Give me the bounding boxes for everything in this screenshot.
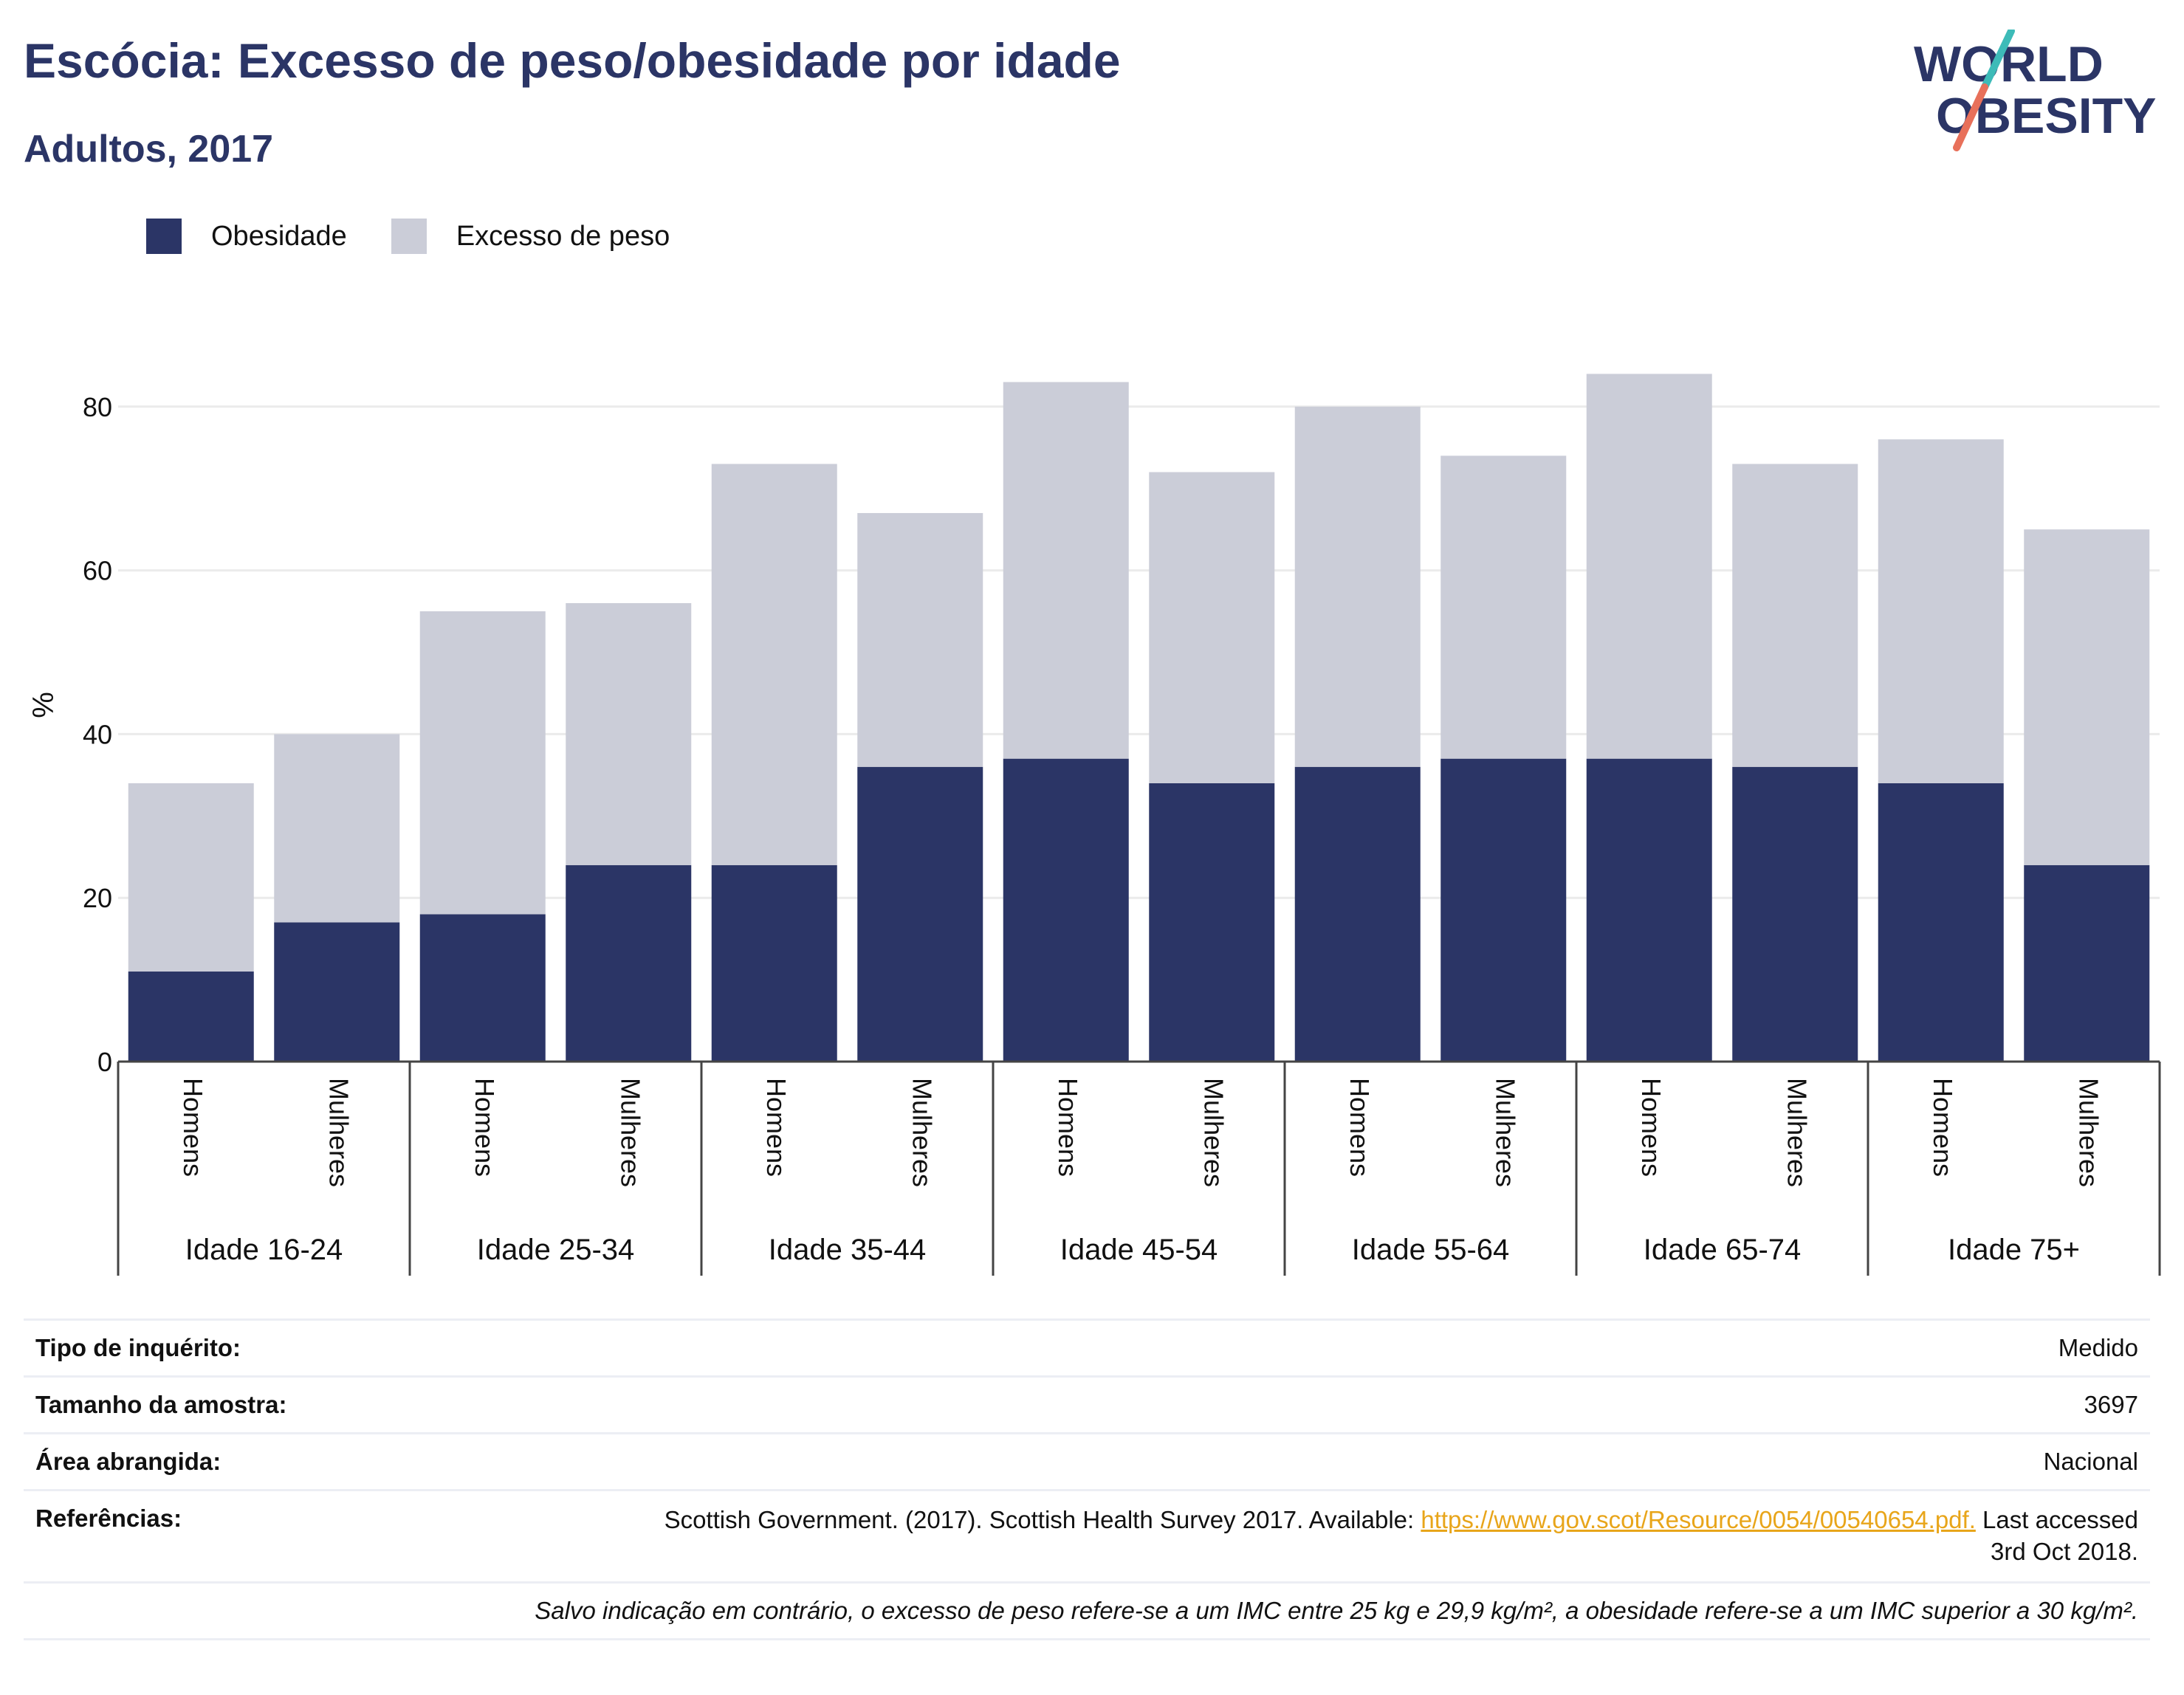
x-category-label: Mulheres	[1491, 1078, 1521, 1187]
x-category-label: Mulheres	[1782, 1078, 1813, 1187]
x-category-label: Homens	[1345, 1078, 1375, 1177]
logo-slash-teal	[1981, 30, 2015, 91]
bar-obesity	[1878, 783, 2004, 1062]
bar-chart: 0 20 40 60 80% Homens Mulheres Homens Mulheres Ho…	[27, 374, 2161, 1276]
legend-swatch-overweight	[391, 219, 427, 254]
x-group-label: Idade 55-64	[1352, 1234, 1510, 1266]
survey-type-label: Tipo de inquérito:	[35, 1334, 241, 1361]
info-row-sample-size: Tamanho da amostra: 3697	[24, 1375, 2150, 1432]
y-tick-label: 60	[83, 556, 112, 586]
logo-slash-coral	[1953, 83, 1988, 151]
chart-legend: Obesidade Excesso de peso	[146, 219, 714, 254]
area-value: Nacional	[2043, 1448, 2138, 1475]
logo-line-world: WORLD	[1914, 36, 2104, 92]
bar-overweight	[1586, 374, 1712, 759]
x-category-label: Homens	[1636, 1078, 1666, 1177]
bar-obesity	[1732, 766, 1858, 1062]
info-row-references: Referências: Scottish Government. (2017)…	[24, 1489, 2150, 1581]
x-category-label: Mulheres	[616, 1078, 646, 1187]
bar-overweight	[1294, 406, 1421, 767]
bar-obesity	[1440, 758, 1567, 1062]
bar-overweight	[1440, 455, 1567, 759]
bar-obesity	[1003, 758, 1129, 1062]
world-obesity-logo: WORLD OBESITY	[1914, 30, 2157, 151]
legend-label-overweight: Excesso de peso	[456, 220, 670, 252]
sample-size-value: 3697	[2084, 1391, 2138, 1418]
y-tick-label: 40	[83, 719, 112, 749]
bar-obesity	[2024, 864, 2150, 1062]
x-category-label: Mulheres	[1199, 1078, 1229, 1187]
y-axis-label: %	[27, 692, 60, 718]
x-category-label: Mulheres	[324, 1078, 354, 1187]
references-value: Scottish Government. (2017). Scottish He…	[662, 1505, 2138, 1568]
x-category-label: Homens	[470, 1078, 500, 1177]
x-category-label: Homens	[1053, 1078, 1083, 1177]
x-category-label: Homens	[1928, 1078, 1958, 1177]
bar-overweight	[2024, 529, 2150, 865]
sample-size-label: Tamanho da amostra:	[35, 1391, 287, 1418]
bar-obesity	[274, 922, 400, 1062]
legend-item-obesity: Obesidade	[146, 219, 347, 254]
x-group-label: Idade 45-54	[1060, 1234, 1218, 1266]
bar-overweight	[274, 734, 400, 923]
bar-overweight	[1149, 472, 1275, 783]
x-category-label: Homens	[178, 1078, 208, 1177]
references-tail: Last accessed 3rd Oct 2018.	[1975, 1506, 2138, 1565]
bar-obesity	[419, 914, 546, 1062]
references-link[interactable]: https://www.gov.scot/Resource/0054/00540…	[1421, 1506, 1976, 1533]
legend-swatch-obesity	[146, 219, 182, 254]
references-label: Referências:	[35, 1505, 182, 1532]
x-group-label: Idade 75+	[1948, 1234, 2080, 1266]
bar-overweight	[1878, 439, 2004, 783]
bar-obesity	[1586, 758, 1712, 1062]
bar-obesity	[566, 864, 692, 1062]
footnote: Salvo indicação em contrário, o excesso …	[24, 1581, 2150, 1640]
area-label: Área abrangida:	[35, 1448, 222, 1475]
x-category-label: Homens	[761, 1078, 791, 1177]
bar-obesity	[128, 972, 254, 1062]
y-tick-label: 80	[83, 392, 112, 422]
page-subtitle: Adultos, 2017	[24, 128, 274, 171]
y-tick-label: 20	[83, 883, 112, 913]
bar-overweight	[857, 512, 983, 767]
bar-overweight	[566, 602, 692, 865]
bar-obesity	[857, 766, 983, 1062]
x-category-label: Mulheres	[907, 1078, 938, 1187]
bar-obesity	[1294, 766, 1421, 1062]
x-group-label: Idade 16-24	[185, 1234, 343, 1266]
x-group-label: Idade 65-74	[1644, 1234, 1802, 1266]
references-text: Scottish Government. (2017). Scottish He…	[664, 1506, 1421, 1533]
bar-overweight	[1732, 464, 1858, 767]
bar-overweight	[1003, 382, 1129, 759]
bar-overweight	[711, 464, 837, 865]
bar-overweight	[128, 783, 254, 972]
bar-obesity	[711, 864, 837, 1062]
y-tick-label: 0	[97, 1047, 112, 1077]
info-table: Tipo de inquérito: Medido Tamanho da amo…	[24, 1318, 2150, 1640]
x-group-label: Idade 35-44	[769, 1234, 927, 1266]
x-group-label: Idade 25-34	[477, 1234, 635, 1266]
info-row-survey-type: Tipo de inquérito: Medido	[24, 1318, 2150, 1375]
survey-type-value: Medido	[2058, 1334, 2138, 1361]
x-category-label: Mulheres	[2074, 1078, 2104, 1187]
bar-overweight	[419, 611, 546, 915]
legend-item-overweight: Excesso de peso	[391, 219, 670, 254]
legend-label-obesity: Obesidade	[211, 220, 347, 252]
bar-obesity	[1149, 783, 1275, 1062]
page-title: Escócia: Excesso de peso/obesidade por i…	[24, 33, 1121, 88]
info-row-area: Área abrangida: Nacional	[24, 1432, 2150, 1489]
